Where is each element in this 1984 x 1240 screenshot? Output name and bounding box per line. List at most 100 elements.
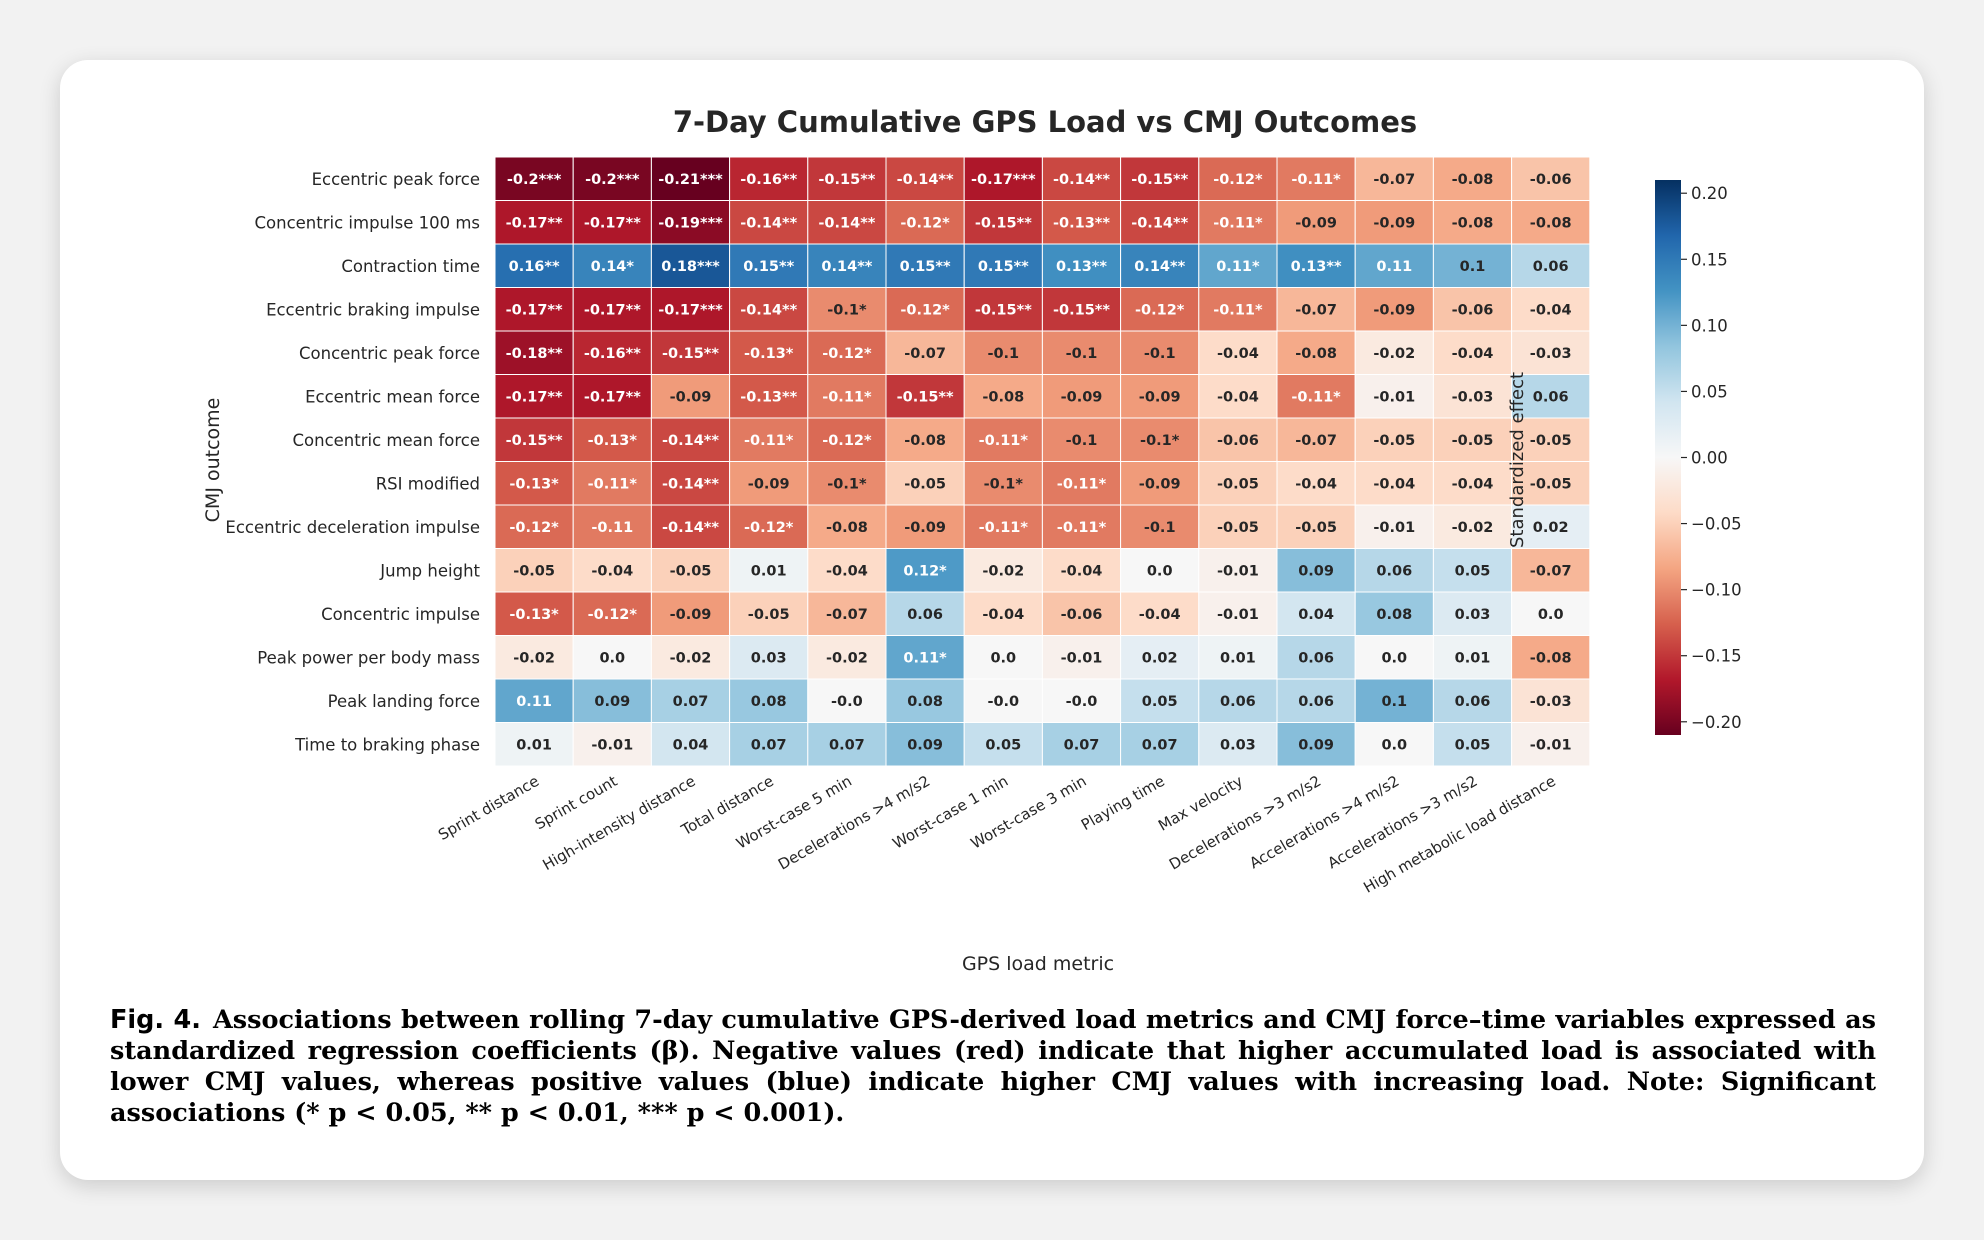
- cell-value-label: -0.11*: [1291, 389, 1341, 405]
- cell-value-label: 0.15**: [978, 259, 1029, 275]
- cell-value-label: -0.01: [591, 737, 633, 753]
- heatmap-cell: [807, 722, 887, 767]
- heatmap-cell: [650, 330, 731, 375]
- row-label: Peak power per body mass: [257, 648, 480, 667]
- cell-value-label: -0.13**: [1053, 215, 1110, 231]
- heatmap-cell: [572, 635, 652, 680]
- cell-value-label: -0.02: [1373, 346, 1415, 362]
- heatmap-cell: [1432, 591, 1513, 636]
- cell-value-label: -0.08: [1452, 215, 1494, 231]
- cell-value-label: -0.02: [513, 650, 555, 666]
- heatmap-cell: [1120, 548, 1200, 593]
- heatmap-cell: [963, 591, 1043, 636]
- row-label: Eccentric peak force: [312, 170, 480, 189]
- cell-value-label: 0.15**: [743, 259, 794, 275]
- heatmap-cell: [572, 722, 652, 767]
- column-label: Playing time: [1078, 772, 1168, 834]
- heatmap-cell: [1276, 200, 1356, 245]
- figure-caption: Fig. 4. Associations between rolling 7-da…: [110, 1005, 1876, 1129]
- cell-value-label: 0.05: [1142, 694, 1178, 710]
- heatmap-cell: [1041, 156, 1122, 201]
- row-label: Concentric peak force: [299, 344, 480, 363]
- cell-value-label: -0.05: [513, 563, 555, 579]
- row-label: RSI modified: [376, 474, 480, 493]
- cell-value-label: -0.03: [1530, 346, 1572, 362]
- cell-value-label: -0.05: [670, 563, 712, 579]
- heatmap-cell: [572, 678, 652, 723]
- cell-value-label: 0.07: [1142, 737, 1178, 753]
- cell-value-label: -0.08: [1295, 346, 1337, 362]
- cell-value-label: -0.15**: [818, 172, 875, 188]
- heatmap-cell: [1198, 461, 1278, 506]
- cell-value-label: -0.11*: [744, 433, 794, 449]
- cell-value-label: 0.08: [1376, 607, 1412, 623]
- cell-value-label: 0.0: [990, 650, 1016, 666]
- heatmap-cells: -0.2*** -0.2*** -0.21*** -0.16** -0.15** -0.1…: [494, 156, 1591, 767]
- cell-value-label: -0.0: [987, 694, 1019, 710]
- cell-value-label: -0.09: [1373, 302, 1415, 318]
- cell-value-label: -0.01: [1217, 563, 1259, 579]
- figure-card: 7-Day Cumulative GPS Load vs CMJ Outcome…: [60, 60, 1924, 1180]
- heatmap-cell: [494, 200, 574, 245]
- cell-value-label: 0.0: [1381, 650, 1407, 666]
- cell-value-label: -0.04: [1139, 607, 1181, 623]
- cell-value-label: 0.06: [1298, 694, 1334, 710]
- heatmap-cell: [1041, 635, 1122, 680]
- cell-value-label: 0.0: [1381, 737, 1407, 753]
- cell-value-label: 0.03: [1455, 607, 1491, 623]
- colorbar-tick-label: 0.15: [1691, 250, 1728, 269]
- heatmap-cell: [494, 243, 574, 288]
- cell-value-label: -0.05: [904, 476, 946, 492]
- cell-value-label: -0.09: [904, 520, 946, 536]
- heatmap-cell: [1276, 417, 1356, 462]
- row-label: Concentric impulse: [321, 605, 480, 624]
- heatmap-cell: [729, 678, 809, 723]
- cell-value-label: -0.17**: [584, 215, 641, 231]
- heatmap-cell: [1511, 330, 1591, 375]
- cell-value-label: 0.08: [907, 694, 943, 710]
- heatmap-cell: [1276, 243, 1356, 288]
- colorbar-tick-label: 0.00: [1691, 449, 1728, 468]
- cell-value-label: -0.02: [1452, 520, 1494, 536]
- cell-value-label: -0.1: [987, 346, 1019, 362]
- heatmap-cell: [1198, 156, 1278, 201]
- cell-value-label: -0.21***: [658, 172, 723, 188]
- heatmap-cell: [494, 417, 574, 462]
- cell-value-label: -0.03: [1530, 694, 1572, 710]
- chart-title: 7-Day Cumulative GPS Load vs CMJ Outcome…: [673, 105, 1417, 139]
- cell-value-label: -0.14**: [1053, 172, 1110, 188]
- cell-value-label: -0.15**: [1053, 302, 1110, 318]
- heatmap-cell: [1276, 635, 1356, 680]
- heatmap-cell: [807, 461, 887, 506]
- heatmap-cell: [729, 243, 809, 288]
- heatmap-cell: [650, 461, 731, 506]
- cell-value-label: 0.18***: [661, 259, 720, 275]
- cell-value-label: 0.11: [516, 694, 552, 710]
- cell-value-label: -0.13*: [509, 607, 559, 623]
- colorbar-tick-label: −0.20: [1691, 713, 1742, 732]
- cell-value-label: 0.16**: [509, 259, 560, 275]
- cell-value-label: -0.04: [826, 563, 868, 579]
- cell-value-label: -0.04: [982, 607, 1024, 623]
- heatmap-cell: [1120, 504, 1200, 549]
- heatmap-cell: [729, 722, 809, 767]
- cell-value-label: -0.2***: [507, 172, 562, 188]
- cell-value-label: -0.17**: [584, 389, 641, 405]
- heatmap-cell: [1276, 330, 1356, 375]
- heatmap-cell: [885, 591, 965, 636]
- cell-value-label: -0.11*: [1291, 172, 1341, 188]
- cell-value-label: -0.01: [1373, 520, 1415, 536]
- cell-value-label: -0.19***: [658, 215, 723, 231]
- heatmap-cell: [807, 243, 887, 288]
- heatmap-cell: [572, 374, 652, 419]
- cell-value-label: -0.13*: [588, 433, 638, 449]
- heatmap-cell: [1198, 591, 1278, 636]
- cell-value-label: -0.15**: [897, 389, 954, 405]
- heatmap-cell: [963, 156, 1043, 201]
- cell-value-label: -0.11*: [1057, 520, 1107, 536]
- heatmap-cell: [963, 200, 1043, 245]
- cell-value-label: -0.1*: [984, 476, 1024, 492]
- heatmap-cell: [1511, 504, 1591, 549]
- heatmap-cell: [1511, 287, 1591, 332]
- heatmap-cell: [1041, 591, 1122, 636]
